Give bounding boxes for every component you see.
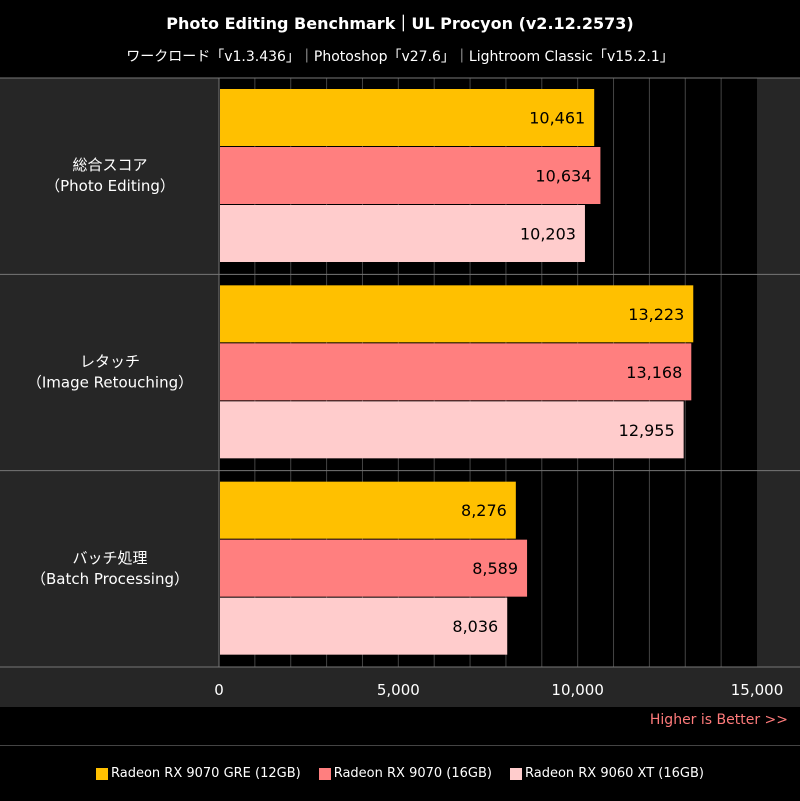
bar-chart: 10,461 10,634 10,203 総合スコア （Photo Editing） 13…	[0, 77, 800, 707]
bar	[220, 401, 684, 459]
chart-title: Photo Editing Benchmark｜UL Procyon (v2.1…	[166, 14, 634, 33]
data-label: 13,168	[626, 363, 682, 382]
legend-item-rx9070gre: Radeon RX 9070 GRE (12GB)	[96, 766, 301, 781]
bar	[220, 89, 595, 146]
bar	[220, 481, 516, 539]
category-label: レタッチ	[80, 353, 140, 371]
bar	[220, 205, 585, 262]
higher-is-better-note: Higher is Better >>	[649, 712, 788, 728]
axis-panel	[0, 667, 800, 707]
data-label: 10,634	[535, 167, 591, 186]
data-label: 10,203	[520, 225, 576, 244]
data-label: 8,589	[472, 559, 518, 578]
x-tick-label: 10,000	[551, 681, 604, 699]
bar	[220, 539, 528, 597]
x-tick-label: 0	[214, 681, 224, 699]
category-label: 総合スコア	[72, 156, 147, 174]
category-label: （Image Retouching）	[27, 374, 193, 392]
chart-subtitle: ワークロード「v1.3.436」｜Photoshop「v27.6」｜Lightr…	[126, 49, 674, 65]
data-label: 10,461	[529, 109, 585, 128]
data-label: 12,955	[619, 421, 675, 440]
bar	[220, 147, 601, 204]
bar	[220, 597, 508, 655]
bar	[220, 285, 694, 343]
data-label: 8,036	[452, 617, 498, 636]
category-label: バッチ処理	[72, 549, 147, 567]
category-label: （Batch Processing）	[31, 570, 189, 588]
category-label: （Photo Editing）	[45, 177, 175, 195]
legend-swatch	[318, 767, 331, 780]
legend-label: Radeon RX 9070 (16GB)	[333, 766, 492, 781]
legend-item-rx9070: Radeon RX 9070 (16GB)	[318, 766, 492, 781]
legend-swatch	[509, 767, 522, 780]
legend-swatch	[96, 767, 108, 780]
legend-item-rx9060xt: Radeon RX 9060 XT (16GB)	[509, 766, 704, 781]
legend-label: Radeon RX 9070 GRE (12GB)	[111, 766, 301, 781]
data-label: 13,223	[628, 305, 684, 324]
x-tick-label: 15,000	[731, 681, 784, 699]
x-tick-label: 5,000	[377, 681, 420, 699]
legend-label: Radeon RX 9060 XT (16GB)	[524, 766, 704, 781]
data-label: 8,276	[461, 501, 507, 520]
legend: Radeon RX 9070 GRE (12GB) Radeon RX 9070…	[0, 745, 800, 801]
bar	[220, 343, 692, 401]
